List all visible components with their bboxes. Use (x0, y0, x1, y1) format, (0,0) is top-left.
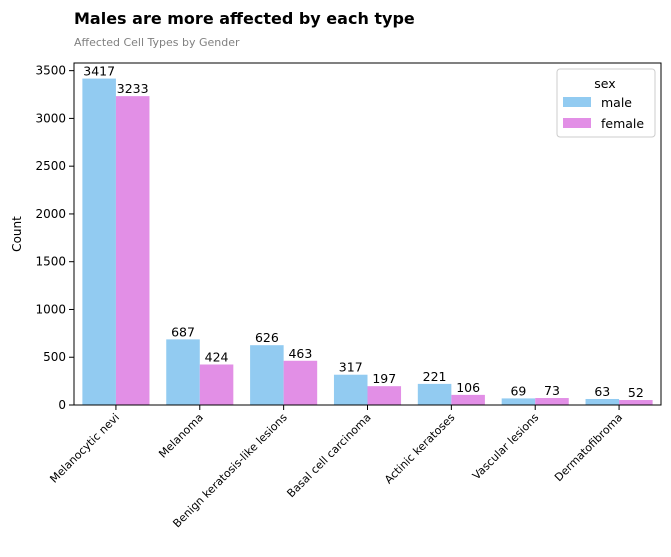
bar-value-label: 626 (255, 330, 279, 345)
bar-male (501, 398, 536, 405)
bar-male (585, 398, 620, 405)
legend-title: sex (594, 76, 615, 91)
bar-female (535, 398, 569, 405)
chart-title: Males are more affected by each type (74, 9, 415, 28)
y-tick-label: 500 (43, 350, 66, 364)
bar-value-label: 73 (544, 383, 560, 398)
bar-male (250, 345, 284, 405)
bar-male (333, 374, 368, 405)
bar-value-label: 52 (628, 385, 644, 400)
bar-female (115, 96, 150, 405)
legend: sex male female (556, 68, 656, 138)
bar-labels: 3417 687 626 317 221 69 63 3233 424 463 197 106 73 52 (83, 64, 644, 400)
x-tick-label: Melanocytic nevi (47, 411, 122, 486)
x-tick-label: Dermatofibroma (552, 411, 625, 484)
x-tick-label: Basal cell carcinoma (284, 411, 373, 500)
legend-swatch-male (563, 97, 591, 107)
bar-male (166, 339, 200, 405)
bar-value-label: 63 (594, 384, 610, 399)
bar-male (417, 383, 452, 405)
y-tick-label: 0 (58, 398, 66, 412)
bar-value-label: 687 (171, 324, 195, 339)
bar-value-label: 106 (456, 380, 480, 395)
y-tick-label: 2000 (35, 207, 66, 221)
bar-female (199, 364, 234, 405)
legend-swatch-female (563, 118, 591, 128)
bar-value-label: 463 (288, 346, 312, 361)
bar-value-label: 197 (372, 371, 396, 386)
bar-value-label: 317 (339, 360, 363, 375)
legend-label-female: female (601, 116, 644, 131)
y-axis: 0 500 1000 1500 2000 2500 3000 3500 (35, 64, 74, 412)
y-tick-label: 3500 (35, 64, 66, 78)
bar-value-label: 69 (510, 383, 526, 398)
bar-value-label: 221 (423, 369, 447, 384)
y-axis-label: Count (10, 216, 24, 252)
bar-female (283, 360, 318, 405)
bar-value-label: 424 (205, 349, 229, 364)
bar-value-label: 3233 (117, 81, 149, 96)
bar-female (367, 386, 402, 405)
chart-subtitle: Affected Cell Types by Gender (74, 36, 240, 49)
y-tick-label: 1500 (35, 255, 66, 269)
legend-label-male: male (601, 95, 632, 110)
y-tick-label: 1000 (35, 302, 66, 316)
x-tick-label: Vascular lesions (470, 411, 542, 483)
plot-frame (73, 62, 662, 406)
y-tick-label: 3000 (35, 111, 66, 125)
bar-male (82, 78, 116, 406)
y-tick-label: 2500 (35, 159, 66, 173)
bar-female (619, 400, 653, 405)
bars (82, 78, 653, 406)
x-tick-label: Actinic keratoses (382, 411, 458, 487)
bar-female (451, 394, 485, 405)
bar-value-label: 3417 (83, 64, 115, 79)
x-tick-label: Melanoma (156, 411, 206, 461)
